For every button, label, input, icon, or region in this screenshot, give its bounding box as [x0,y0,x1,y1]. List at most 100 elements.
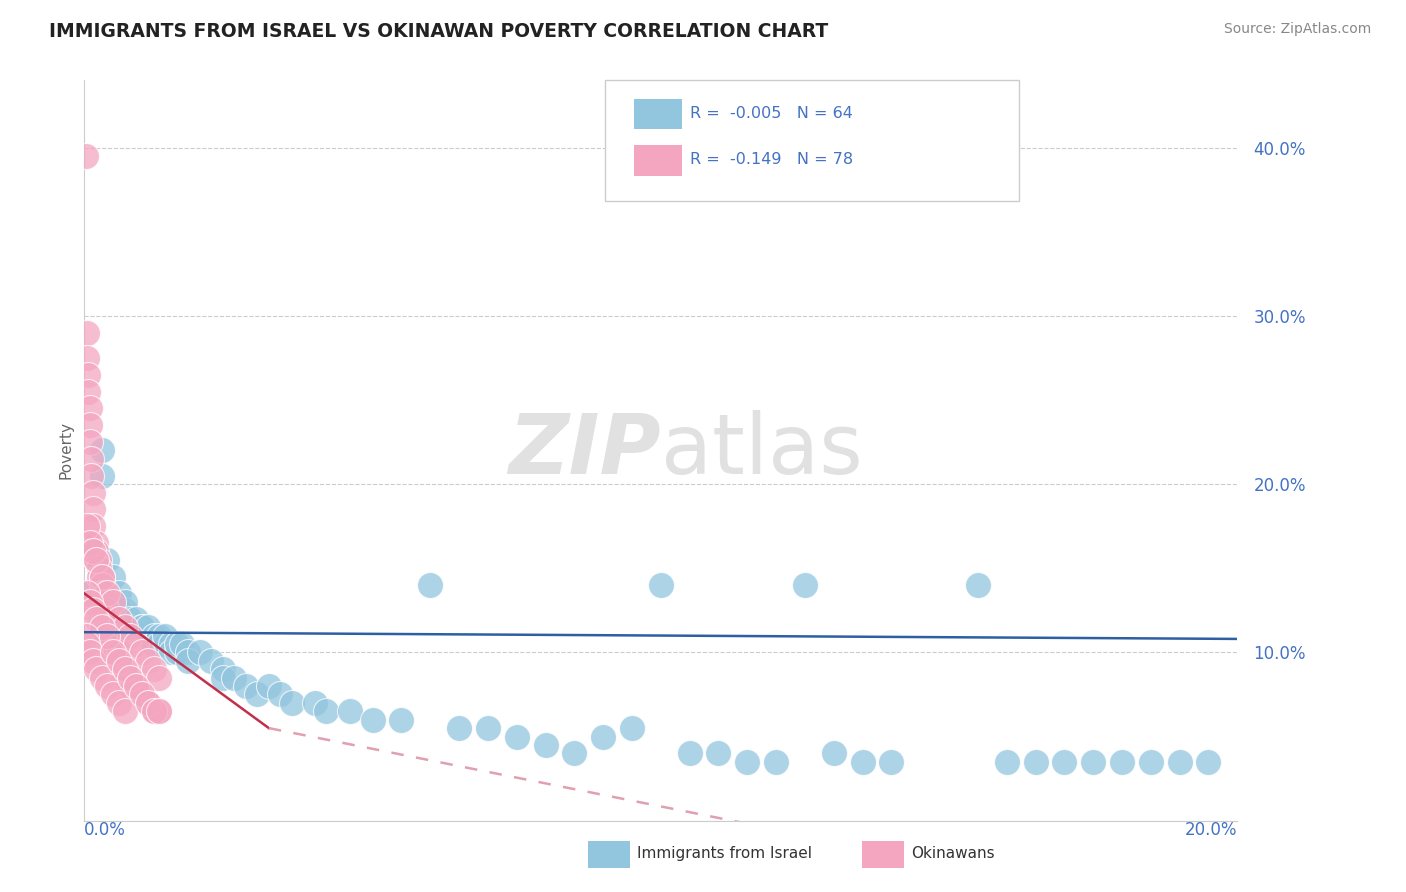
Point [77,368,100,382]
Point [114,671,136,685]
Point [79,645,101,659]
Point [79,586,101,600]
Point [93,595,115,609]
Point [82,519,104,533]
Point [177,645,200,659]
Point [361,713,384,727]
Point [96,612,118,626]
Point [1025,755,1047,769]
Point [114,704,136,718]
Point [160,645,183,659]
Point [103,645,124,659]
Point [82,654,104,668]
Point [108,603,131,617]
Point [103,628,124,642]
Point [419,578,441,592]
Point [84,553,107,567]
Point [153,637,176,651]
Point [114,620,136,634]
Point [84,553,107,567]
Point [103,569,124,583]
Point [93,603,115,617]
Point [995,755,1018,769]
Point [108,586,131,600]
Point [82,544,104,558]
Point [90,569,112,583]
Point [269,688,291,702]
Point [76,637,98,651]
Point [84,612,107,626]
Point [148,704,170,718]
Point [87,561,110,575]
Point [1053,755,1076,769]
Point [114,595,136,609]
Point [76,326,98,340]
Point [120,671,142,685]
Point [90,443,112,458]
Point [224,671,246,685]
Point [79,595,101,609]
Point [125,679,148,693]
Point [148,671,170,685]
Point [84,662,107,676]
Text: ZIP: ZIP [508,410,661,491]
Point [257,679,280,693]
Point [125,612,148,626]
Point [142,637,165,651]
Point [679,747,702,761]
Point [235,679,257,693]
Point [148,628,170,642]
Point [96,620,118,634]
Point [246,688,269,702]
Point [90,586,112,600]
Point [79,536,101,550]
Point [96,679,118,693]
Point [120,620,142,634]
Point [160,637,183,651]
Point [339,704,361,718]
Point [90,671,112,685]
Point [103,595,124,609]
Point [77,384,100,399]
Point [90,620,112,634]
Point [967,578,990,592]
Point [90,578,112,592]
Point [84,544,107,558]
Point [166,637,188,651]
Point [76,586,98,600]
Point [93,586,115,600]
Point [108,645,131,659]
Point [84,553,107,567]
Point [534,738,557,752]
Point [1168,755,1191,769]
Point [125,679,148,693]
Point [79,435,101,450]
Point [177,654,200,668]
Point [142,628,165,642]
Point [76,519,98,533]
Point [82,502,104,516]
Point [103,645,124,659]
Point [136,696,159,710]
Point [131,645,153,659]
Point [188,645,211,659]
Point [131,620,153,634]
Point [79,401,101,416]
Point [1140,755,1163,769]
Point [823,747,845,761]
Text: 20.0%: 20.0% [1185,821,1237,838]
Point [90,569,112,583]
Point [76,351,98,365]
Point [90,468,112,483]
Point [108,654,131,668]
Point [125,637,148,651]
Point [148,704,170,718]
Point [82,485,104,500]
Point [87,569,110,583]
Point [136,696,159,710]
Point [96,628,118,642]
Point [96,553,118,567]
Point [75,628,97,642]
Point [211,662,233,676]
Point [87,553,110,567]
